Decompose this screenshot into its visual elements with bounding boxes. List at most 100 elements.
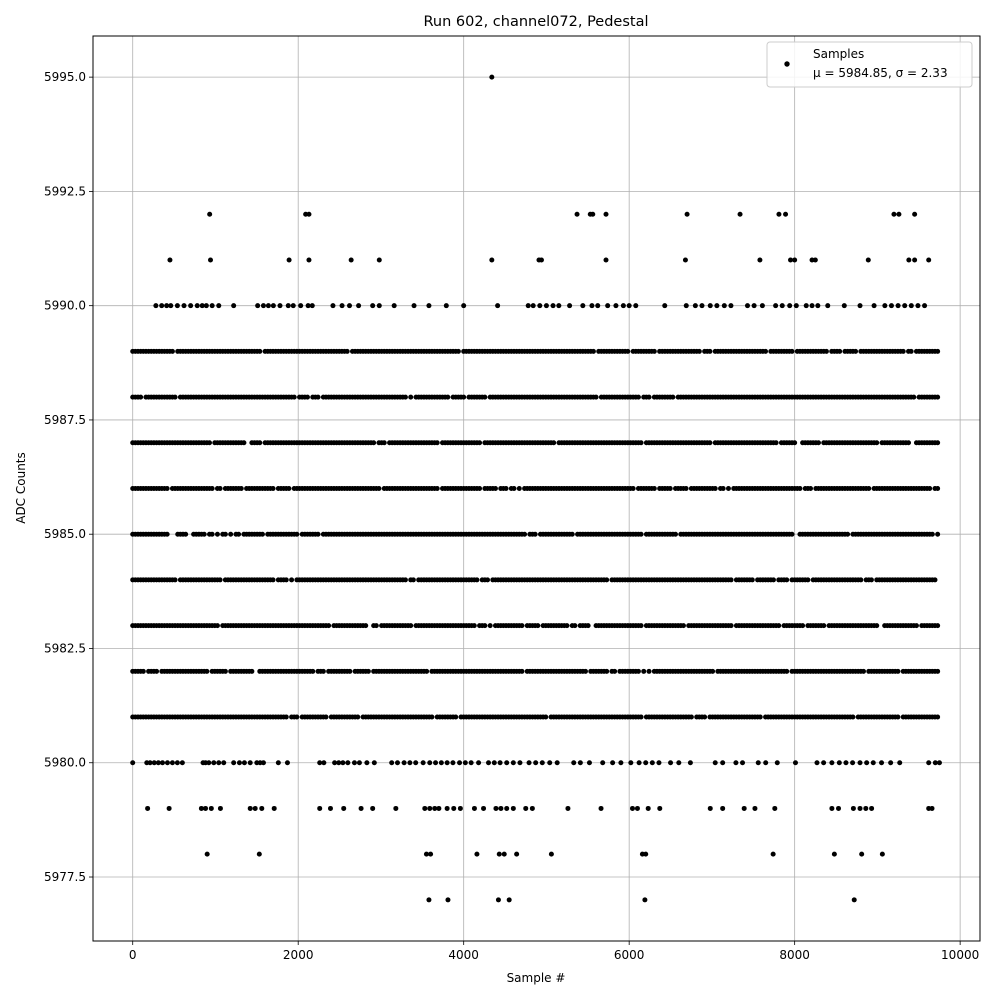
data-point: [204, 851, 210, 857]
data-point: [341, 805, 347, 811]
data-point: [317, 805, 323, 811]
data-point: [457, 760, 463, 766]
data-point: [510, 805, 516, 811]
data-point: [247, 760, 253, 766]
data-point: [153, 303, 159, 309]
data-point: [164, 531, 170, 537]
data-point: [216, 303, 222, 309]
data-point: [172, 577, 178, 583]
data-point: [503, 486, 509, 491]
y-tick-label: 5985.0: [44, 527, 86, 541]
data-point: [207, 440, 213, 446]
data-point: [728, 303, 734, 309]
data-point: [776, 211, 782, 217]
data-point: [420, 760, 426, 766]
data-point: [908, 303, 914, 309]
data-point: [413, 760, 419, 766]
data-point: [214, 623, 220, 629]
data-point: [850, 714, 856, 720]
data-point: [683, 486, 689, 491]
data-point: [721, 303, 727, 309]
data-point: [874, 440, 880, 446]
data-point: [789, 348, 795, 354]
data-point: [259, 805, 265, 811]
data-point: [159, 303, 165, 309]
data-point: [504, 805, 510, 811]
data-point: [707, 348, 713, 354]
data-point: [567, 303, 573, 309]
data-point: [424, 668, 430, 674]
data-point: [789, 531, 795, 537]
data-point: [590, 211, 596, 217]
data-point: [929, 531, 935, 537]
data-point: [181, 303, 187, 309]
data-point: [911, 394, 917, 400]
data-point: [451, 805, 457, 811]
data-point: [358, 805, 364, 811]
data-point: [543, 714, 549, 720]
data-point: [155, 760, 161, 766]
data-point: [436, 805, 442, 811]
data-point: [935, 486, 941, 491]
data-point: [699, 303, 705, 309]
data-point: [315, 531, 321, 537]
data-point: [477, 440, 483, 446]
data-point: [630, 486, 636, 491]
data-point: [310, 668, 316, 674]
data-point: [707, 440, 713, 446]
data-point: [770, 577, 776, 583]
data-point: [629, 805, 635, 811]
data-point: [773, 440, 779, 446]
data-point: [797, 486, 803, 491]
data-point: [432, 805, 438, 811]
data-point: [426, 897, 432, 903]
data-point: [370, 805, 376, 811]
data-point: [927, 486, 933, 491]
data-point: [720, 486, 726, 491]
data-point: [477, 486, 483, 491]
data-point: [896, 211, 902, 217]
data-point: [306, 257, 312, 263]
data-point: [580, 303, 586, 309]
data-point: [751, 303, 757, 309]
data-point: [445, 394, 451, 400]
data-point: [497, 760, 503, 766]
data-point: [304, 394, 310, 400]
data-point: [422, 805, 428, 811]
legend-stats: μ = 5984.85, σ = 2.33: [813, 66, 948, 80]
data-point: [231, 303, 237, 309]
data-point: [489, 74, 495, 80]
data-point: [323, 714, 329, 720]
data-point: [270, 486, 276, 491]
data-point: [164, 760, 170, 766]
data-point: [166, 805, 172, 811]
data-point: [519, 623, 525, 629]
data-point: [510, 760, 516, 766]
data-point: [636, 760, 642, 766]
data-point: [489, 257, 495, 263]
data-point: [728, 577, 734, 583]
data-point: [347, 303, 353, 309]
data-point: [572, 623, 578, 629]
data-point: [603, 211, 609, 217]
data-point: [712, 486, 718, 491]
x-tick-label: 10000: [941, 948, 979, 962]
data-point: [294, 531, 300, 537]
data-point: [201, 531, 207, 537]
data-point: [582, 668, 588, 674]
data-point: [922, 303, 928, 309]
data-point: [571, 760, 577, 766]
data-point: [389, 760, 395, 766]
data-point: [206, 760, 212, 766]
data-point: [712, 760, 718, 766]
data-point: [547, 760, 553, 766]
data-point: [684, 211, 690, 217]
data-point: [164, 303, 170, 309]
data-point: [772, 805, 778, 811]
data-point: [646, 668, 652, 674]
data-point: [676, 760, 682, 766]
data-point: [589, 303, 595, 309]
data-point: [167, 257, 173, 263]
data-point: [222, 668, 228, 674]
data-point: [891, 211, 897, 217]
